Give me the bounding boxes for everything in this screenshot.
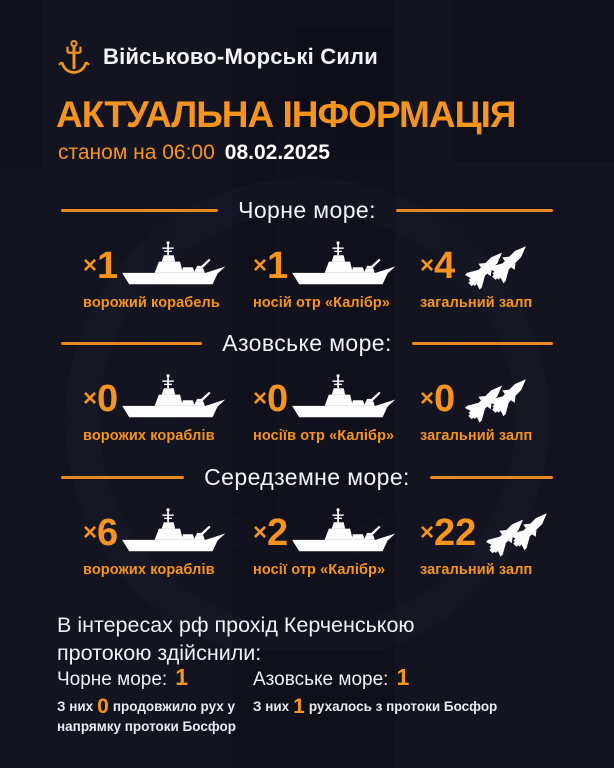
section-azov-sea: Азовське море: ×0 xyxy=(0,330,614,444)
stat-label: ворожий корабель xyxy=(83,295,220,311)
section-title: Чорне море: xyxy=(238,197,376,223)
section-black-sea: Чорне море: ×1 xyxy=(0,197,614,311)
stat-kalibr-carriers: ×0 н xyxy=(253,369,420,444)
section-mediterranean-sea: Середземне море: ×6 xyxy=(0,464,614,578)
stat-count: 0 xyxy=(267,377,289,420)
stat-count: 0 xyxy=(434,377,456,420)
trident-watermark-icon xyxy=(65,130,549,650)
missiles-icon xyxy=(465,246,527,290)
warship-icon xyxy=(292,374,396,418)
divider-line xyxy=(61,476,185,479)
stat-total-salvo: ×4 за xyxy=(420,236,614,311)
divider-line xyxy=(61,209,219,212)
note-count: 1 xyxy=(293,695,305,718)
missiles-icon xyxy=(465,379,527,423)
divider-line xyxy=(61,342,203,345)
org-name: Військово-Морські Сили xyxy=(103,44,378,69)
warship-icon xyxy=(122,374,226,418)
as-of-label: станом на 06:00 xyxy=(58,141,215,164)
stat-label: загальний залп xyxy=(420,295,533,311)
section-items: ×1 в xyxy=(0,236,614,311)
warship-icon xyxy=(122,241,226,285)
kerch-black-sea: Чорне море: 1 З них 0 продовжило рух у нап… xyxy=(57,664,253,738)
note-count: 0 xyxy=(97,695,109,718)
kerch-heading: В інтересах рф прохід Керченською проток… xyxy=(57,613,415,666)
stat-kalibr-carriers: ×2 н xyxy=(253,503,420,578)
divider-line xyxy=(429,476,553,479)
kerch-note: З них 0 продовжило рух у напрямку протоки … xyxy=(57,695,236,735)
stat-count: 1 xyxy=(267,244,289,287)
stat-count: 22 xyxy=(434,511,477,554)
kerch-note: З них 1 рухалось з протоки Босфор xyxy=(253,695,498,718)
stat-enemy-ships: ×0 в xyxy=(83,369,253,444)
stat-label: ворожих кораблів xyxy=(83,428,215,444)
navy-anchor-trident-icon xyxy=(58,39,90,74)
section-items: ×0 в xyxy=(0,369,614,444)
divider-line xyxy=(411,342,554,345)
warship-icon xyxy=(292,241,396,285)
stat-count: 2 xyxy=(267,511,289,554)
stat-label: загальний залп xyxy=(420,428,533,444)
section-title: Азовське море: xyxy=(222,330,392,356)
sea-name: Азовське море: xyxy=(253,669,389,690)
stat-total-salvo: ×0 за xyxy=(420,369,614,444)
stat-count: 1 xyxy=(97,244,119,287)
warship-icon xyxy=(122,508,226,552)
sea-count: 1 xyxy=(175,664,188,690)
kerch-columns: Чорне море: 1 З них 0 продовжило рух у нап… xyxy=(57,664,523,738)
background-block xyxy=(296,28,392,160)
section-header: Середземне море: xyxy=(0,464,614,491)
stat-total-salvo: ×22 з xyxy=(420,503,614,578)
background-block xyxy=(0,0,42,168)
background-block xyxy=(452,0,614,162)
section-header: Чорне море: xyxy=(0,197,614,224)
kerch-azov-sea: Азовське море: 1 З них 1 рухалось з проток… xyxy=(253,664,523,738)
page-title: АКТУАЛЬНА ІНФОРМАЦІЯ xyxy=(56,94,517,135)
stat-label: носій отр «Калібр» xyxy=(253,295,391,311)
divider-line xyxy=(395,209,553,212)
missiles-icon xyxy=(486,513,548,557)
sea-name: Чорне море: xyxy=(57,669,168,690)
section-title: Середземне море: xyxy=(204,464,410,490)
stat-label: носії отр «Калібр» xyxy=(253,562,386,578)
stat-count: 6 xyxy=(97,511,119,554)
sea-count: 1 xyxy=(396,664,410,690)
section-items: ×6 в xyxy=(0,503,614,578)
warship-icon xyxy=(292,508,396,552)
stat-count: 0 xyxy=(97,377,119,420)
stat-count: 4 xyxy=(434,244,456,287)
stat-enemy-ships: ×6 в xyxy=(83,503,253,578)
org-header: Військово-Морські Сили xyxy=(56,38,378,76)
subtitle: станом на 06:00 08.02.2025 xyxy=(58,141,330,165)
stat-label: загальний залп xyxy=(420,562,533,578)
report-date: 08.02.2025 xyxy=(224,141,330,164)
stat-kalibr-carriers: ×1 н xyxy=(253,236,420,311)
stat-enemy-ships: ×1 в xyxy=(83,236,253,311)
stat-label: носіїв отр «Калібр» xyxy=(253,428,395,444)
stat-label: ворожих кораблів xyxy=(83,562,215,578)
section-header: Азовське море: xyxy=(0,330,614,357)
